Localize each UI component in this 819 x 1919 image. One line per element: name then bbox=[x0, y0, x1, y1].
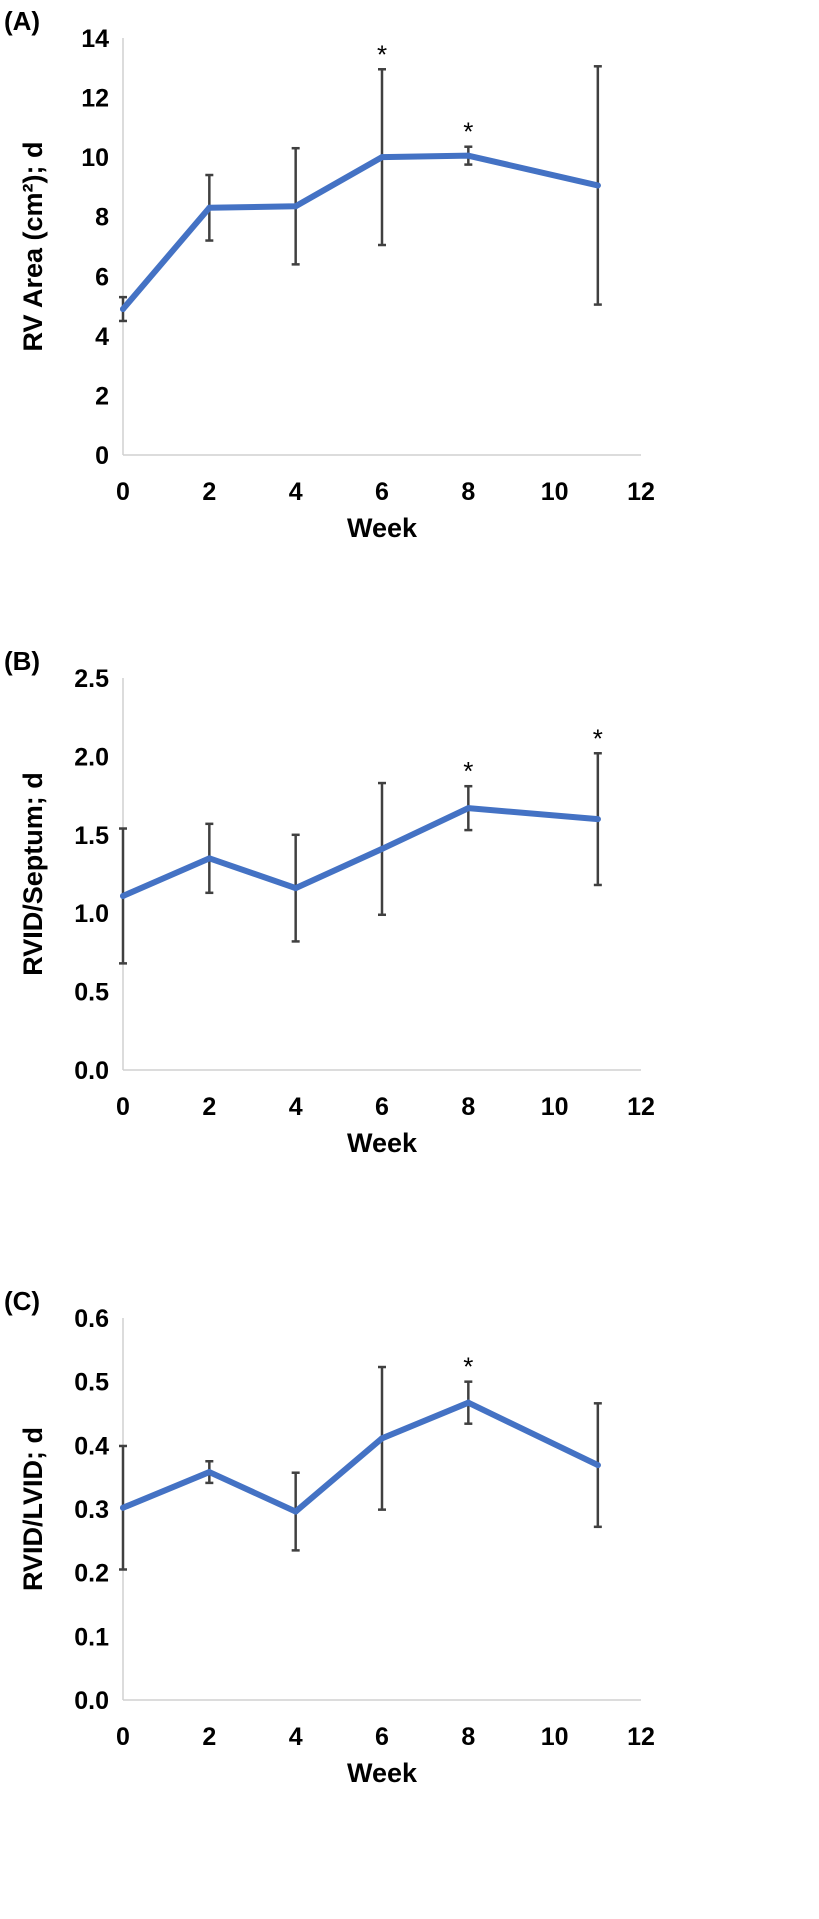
data-point bbox=[379, 154, 385, 161]
panel-b: (B) 0.0 0.5 1.0 1.5 2.0 2.5 0 2 4 6 8 10 12 Week RVID/… bbox=[0, 640, 819, 1280]
y-tick-label: 12 bbox=[81, 85, 109, 113]
chart-rvid-septum: 0.0 0.5 1.0 1.5 2.0 2.5 0 2 4 6 8 10 12 Week RVID/Sept… bbox=[18, 665, 655, 1158]
y-tick-label: 2.0 bbox=[74, 743, 109, 771]
y-axis-label: RVID/LVID; d bbox=[18, 1427, 48, 1591]
x-tick-label: 6 bbox=[375, 1723, 389, 1751]
data-point bbox=[120, 1504, 126, 1511]
data-point bbox=[292, 1508, 299, 1515]
data-point bbox=[206, 204, 213, 211]
data-point bbox=[594, 1462, 601, 1469]
x-tick-label: 12 bbox=[627, 1093, 655, 1121]
y-tick-label: 0.5 bbox=[74, 979, 109, 1007]
y-tick-label: 1.0 bbox=[74, 900, 109, 928]
x-tick-label: 10 bbox=[541, 1093, 569, 1121]
x-tick-label: 4 bbox=[289, 1093, 303, 1121]
y-tick-label: 0.4 bbox=[74, 1432, 109, 1460]
x-tick-label: 0 bbox=[116, 1093, 130, 1121]
series-line bbox=[120, 1399, 601, 1515]
x-axis-label: Week bbox=[347, 513, 418, 543]
x-tick-label: 6 bbox=[375, 1093, 389, 1121]
x-tick-label: 8 bbox=[461, 478, 475, 506]
series-line bbox=[120, 805, 601, 899]
y-tick-label: 10 bbox=[81, 144, 109, 172]
y-axis-label: RV Area (cm²); d bbox=[18, 141, 48, 351]
x-tick-label: 10 bbox=[541, 478, 569, 506]
data-point bbox=[292, 203, 299, 210]
x-tick-label: 8 bbox=[461, 1723, 475, 1751]
x-tick-label: 0 bbox=[116, 1723, 130, 1751]
y-tick-label: 4 bbox=[95, 323, 109, 351]
data-point bbox=[206, 855, 213, 862]
y-tick-label: 6 bbox=[95, 263, 109, 291]
y-tick-label: 0.2 bbox=[74, 1560, 109, 1588]
panel-c: (C) 0.0 0.1 0.2 0.3 0.4 0.5 0.6 0 2 4 6 8 10 12 Week RV… bbox=[0, 1280, 819, 1919]
series-line bbox=[120, 152, 601, 313]
y-tick-label: 0.0 bbox=[74, 1687, 109, 1715]
y-tick-label: 0.5 bbox=[74, 1369, 109, 1397]
y-tick-label: 0 bbox=[95, 442, 109, 470]
x-tick-label: 12 bbox=[627, 478, 655, 506]
y-tick-label: 0.6 bbox=[74, 1305, 109, 1333]
y-tick-label: 1.5 bbox=[74, 822, 109, 850]
data-point bbox=[379, 845, 385, 852]
panel-a: (A) 0 2 4 6 8 10 12 14 0 2 4 6 8 10 12 Week RV Area (cm²… bbox=[0, 0, 819, 640]
data-point bbox=[465, 805, 472, 812]
data-point bbox=[292, 885, 299, 892]
y-axis-label: RVID/Septum; d bbox=[18, 772, 48, 976]
y-tick-label: 2.5 bbox=[74, 665, 109, 693]
y-tick-label: 0.3 bbox=[74, 1496, 109, 1524]
y-tick-label: 14 bbox=[81, 25, 109, 53]
data-point bbox=[379, 1435, 385, 1442]
data-point bbox=[594, 816, 601, 823]
chart-rvid-lvid: 0.0 0.1 0.2 0.3 0.4 0.5 0.6 0 2 4 6 8 10 12 Week RVID/L… bbox=[18, 1305, 655, 1788]
x-tick-label: 8 bbox=[461, 1093, 475, 1121]
significance-marker: * bbox=[463, 1352, 473, 1382]
data-point bbox=[120, 306, 126, 313]
x-tick-label: 2 bbox=[202, 478, 216, 506]
x-tick-label: 4 bbox=[289, 1723, 303, 1751]
chart-rv-area: 0 2 4 6 8 10 12 14 0 2 4 6 8 10 12 Week RV Area (cm²); d… bbox=[18, 25, 655, 543]
data-point bbox=[206, 1469, 213, 1476]
panel-label: (A) bbox=[4, 6, 41, 36]
data-point bbox=[594, 182, 601, 189]
significance-marker: * bbox=[463, 756, 473, 786]
panel-label: (C) bbox=[4, 1286, 41, 1316]
y-tick-label: 0.0 bbox=[74, 1057, 109, 1085]
x-tick-label: 2 bbox=[202, 1723, 216, 1751]
significance-marker: * bbox=[377, 39, 387, 69]
x-tick-label: 6 bbox=[375, 478, 389, 506]
x-tick-label: 12 bbox=[627, 1723, 655, 1751]
x-tick-label: 2 bbox=[202, 1093, 216, 1121]
x-axis-label: Week bbox=[347, 1128, 418, 1158]
panel-label: (B) bbox=[4, 646, 41, 676]
data-point bbox=[465, 152, 472, 159]
x-axis-label: Week bbox=[347, 1758, 418, 1788]
y-tick-label: 0.1 bbox=[74, 1623, 109, 1651]
x-tick-label: 0 bbox=[116, 478, 130, 506]
y-tick-label: 8 bbox=[95, 204, 109, 232]
x-tick-label: 10 bbox=[541, 1723, 569, 1751]
significance-marker: * bbox=[463, 117, 473, 147]
x-tick-label: 4 bbox=[289, 478, 303, 506]
data-point bbox=[465, 1399, 472, 1406]
y-tick-label: 2 bbox=[95, 382, 109, 410]
data-point bbox=[120, 892, 126, 899]
significance-marker: * bbox=[593, 723, 603, 753]
